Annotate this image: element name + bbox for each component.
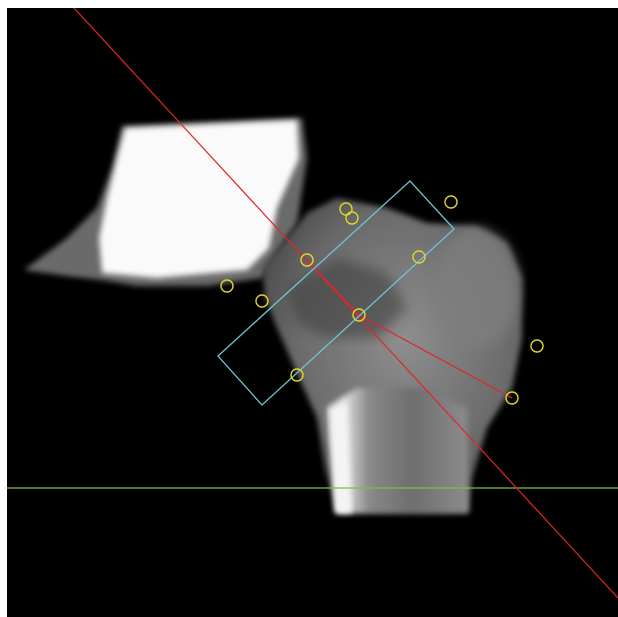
marker-group bbox=[220, 195, 544, 405]
shaft-axis-line[interactable] bbox=[358, 314, 513, 399]
marker-point[interactable] bbox=[530, 339, 544, 353]
marker-point[interactable] bbox=[300, 253, 314, 267]
marker-point[interactable] bbox=[352, 308, 366, 322]
marker-point[interactable] bbox=[505, 391, 519, 405]
marker-point[interactable] bbox=[444, 195, 458, 209]
greater-trochanter bbox=[435, 228, 519, 348]
marker-point[interactable] bbox=[290, 368, 304, 382]
marker-point[interactable] bbox=[339, 202, 353, 216]
neck-segment-line[interactable] bbox=[306, 259, 360, 316]
bone-shape bbox=[24, 118, 522, 513]
roi-box[interactable] bbox=[217, 180, 455, 406]
neck-axis-line[interactable] bbox=[73, 8, 618, 599]
femoral-shaft bbox=[325, 388, 469, 513]
scan-canvas bbox=[7, 8, 618, 599]
marker-point[interactable] bbox=[220, 279, 234, 293]
marker-point[interactable] bbox=[345, 211, 359, 225]
marker-point[interactable] bbox=[412, 250, 426, 264]
marker-point[interactable] bbox=[255, 294, 269, 308]
cortex-bright bbox=[329, 403, 352, 513]
neck-shadow bbox=[287, 258, 407, 338]
bone-scan-image[interactable] bbox=[7, 8, 618, 617]
pelvis-bright bbox=[99, 120, 299, 278]
